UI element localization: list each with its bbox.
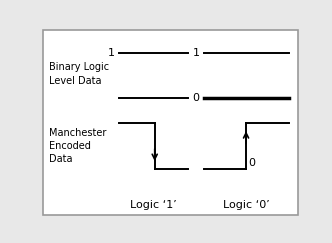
Text: Manchester
Encoded
Data: Manchester Encoded Data: [49, 128, 107, 164]
Text: Logic ‘0’: Logic ‘0’: [223, 200, 270, 210]
Text: 1: 1: [108, 48, 115, 58]
Text: Logic ‘1’: Logic ‘1’: [130, 200, 177, 210]
Text: 0: 0: [249, 158, 256, 168]
Text: 1: 1: [193, 48, 200, 58]
Text: 0: 0: [193, 93, 200, 103]
FancyBboxPatch shape: [43, 30, 297, 215]
Text: Binary Logic
Level Data: Binary Logic Level Data: [49, 62, 109, 86]
